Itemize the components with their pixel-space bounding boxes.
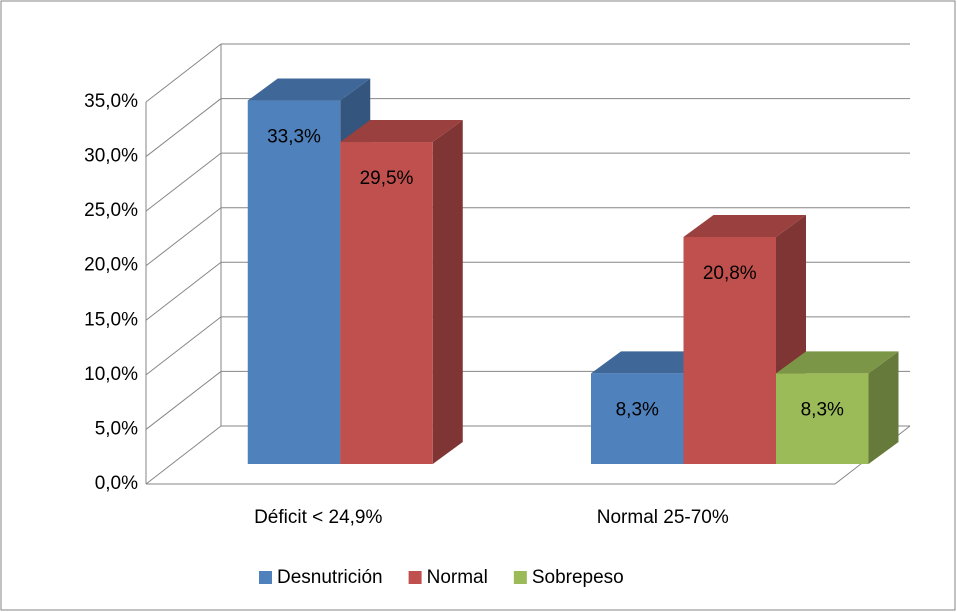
bar-top (683, 214, 806, 237)
legend-label: Sobrepeso (532, 567, 624, 588)
legend-swatch (513, 571, 527, 584)
legend-label: Desnutrición (277, 567, 383, 588)
y-tick-label: 25,0% (84, 200, 138, 221)
data-label: 33,3% (267, 127, 321, 148)
side-grid-line (145, 152, 222, 212)
y-tick-label: 5,0% (95, 418, 138, 439)
bar-top (340, 120, 463, 143)
bar (776, 373, 869, 464)
y-tick-label: 0,0% (95, 473, 138, 494)
side-grid-line (145, 261, 222, 321)
bar-top (591, 351, 714, 374)
side-grid-line (145, 316, 222, 376)
y-tick-label: 30,0% (84, 146, 138, 167)
bar-side (432, 120, 463, 465)
x-tick-label: Normal 25-70% (597, 507, 729, 528)
side-grid-line (145, 43, 222, 103)
side-grid-line (145, 98, 222, 157)
bar-top (247, 78, 371, 101)
data-label: 29,5% (360, 168, 414, 189)
bar (340, 142, 433, 464)
legend-swatch (408, 571, 422, 584)
data-label: 8,3% (616, 399, 659, 420)
side-grid-line (145, 371, 222, 430)
data-label: 8,3% (801, 399, 844, 420)
bar (591, 373, 684, 464)
side-grid-line (145, 425, 222, 485)
side-grid-line (145, 207, 222, 267)
bar-top (776, 351, 899, 374)
legend-swatch (259, 571, 272, 584)
y-tick-label: 10,0% (84, 364, 138, 385)
bar-side (868, 351, 899, 464)
y-tick-label: 15,0% (84, 309, 138, 330)
legend-label: Normal (427, 567, 488, 588)
y-tick-label: 35,0% (84, 91, 138, 112)
bar (247, 100, 341, 464)
y-tick-label: 20,0% (84, 255, 138, 276)
data-label: 20,8% (703, 263, 757, 284)
bar (683, 236, 776, 464)
x-tick-label: Déficit < 24,9% (254, 507, 382, 528)
